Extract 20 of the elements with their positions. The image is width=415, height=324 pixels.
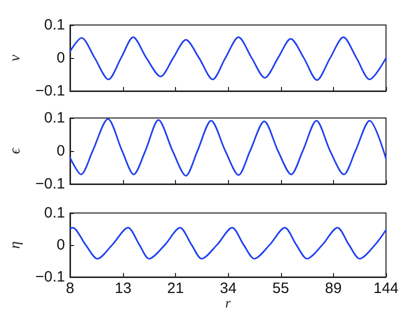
- x-tick-label: 34: [220, 280, 237, 297]
- x-axis-title: r: [225, 296, 232, 312]
- x-tick-label: 55: [272, 280, 290, 297]
- y-tick-label: 0: [56, 236, 65, 254]
- y-tick-label: 0.1: [44, 16, 65, 34]
- x-tick-label: 8: [66, 280, 74, 297]
- x-tick-label: 89: [325, 280, 342, 297]
- x-tick-label: 13: [114, 280, 132, 297]
- y-axis-title: ν: [8, 54, 24, 62]
- x-tick-label: 21: [167, 280, 184, 297]
- y-tick-label: −0.1: [35, 268, 65, 286]
- y-tick-label: −0.1: [35, 176, 65, 192]
- y-tick-label: 0.1: [44, 110, 65, 126]
- y-tick-label: −0.1: [35, 82, 65, 100]
- y-tick-label: 0: [56, 142, 65, 160]
- x-tick-label: 144: [373, 280, 399, 297]
- y-axis-title: η: [8, 241, 24, 249]
- y-axis-title: ϵ: [8, 147, 24, 154]
- y-tick-label: 0.1: [44, 204, 65, 222]
- y-tick-label: 0: [56, 50, 65, 66]
